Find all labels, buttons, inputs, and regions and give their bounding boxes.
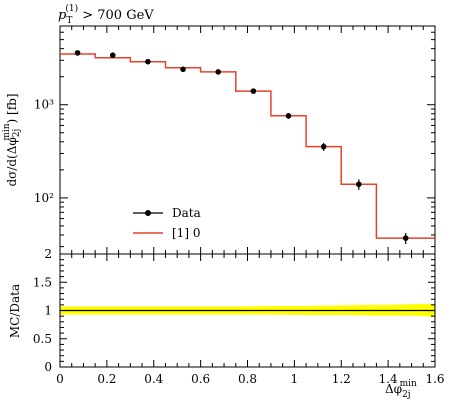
x-tick-label: 1.6 [425,372,444,386]
main-axis-ticks [59,25,436,254]
data-point [109,52,116,59]
x-tick-label: 1.2 [332,372,351,386]
main-y-tick-label: 10³ [34,98,54,112]
ratio-y-tick-label: 2 [44,247,52,261]
ratio-y-tick-label: 0 [44,360,52,374]
data-points [74,50,409,245]
data-point [402,235,409,241]
x-tick-label: 1 [291,372,299,386]
x-tick-label: 0.6 [191,372,210,386]
ratio-axis-ticks [59,253,436,368]
data-point [74,50,81,56]
ratio-y-tick-label: 0.5 [33,332,52,346]
data-point [320,143,327,150]
ratio-y-tick-label: 1 [44,304,52,318]
legend-data-marker [145,210,151,216]
main-y-tick-label: 10² [34,191,54,205]
ratio-y-axis-label: MC/Data [8,284,22,338]
data-point [285,113,292,119]
legend-data-label: Data [172,206,201,220]
x-axis-label: Δφ2jmin [385,379,417,400]
mc-step-path [60,53,435,239]
plot-title: pT(1) > 700 GeV [58,3,154,26]
main-panel-frame [59,25,436,255]
legend-mc-label: [1] 0 [172,226,200,240]
x-tick-labels: 0 0.2 0.4 0.6 0.8 1 1.2 1.4 1.6 [56,372,444,386]
x-tick-label: 0.2 [97,372,116,386]
data-point [145,58,151,65]
x-tick-label: 0 [56,372,64,386]
data-point [250,88,257,94]
data-point [180,66,186,73]
main-y-tick-labels: 10² 10³ [34,98,54,205]
mc-histogram-line [60,53,435,239]
ratio-y-tick-label: 1.5 [33,275,52,289]
data-point [356,181,362,188]
x-tick-label: 0.4 [144,372,163,386]
data-point [215,69,222,75]
x-tick-label: 0.8 [238,372,257,386]
ratio-y-tick-labels: 0 0.5 1 1.5 2 [33,247,52,374]
legend: Data [1] 0 [133,206,201,240]
x-tick-label: 1.4 [379,372,398,386]
main-y-axis-label: dσ/d(Δφ2jmin) [fb] [2,93,22,186]
